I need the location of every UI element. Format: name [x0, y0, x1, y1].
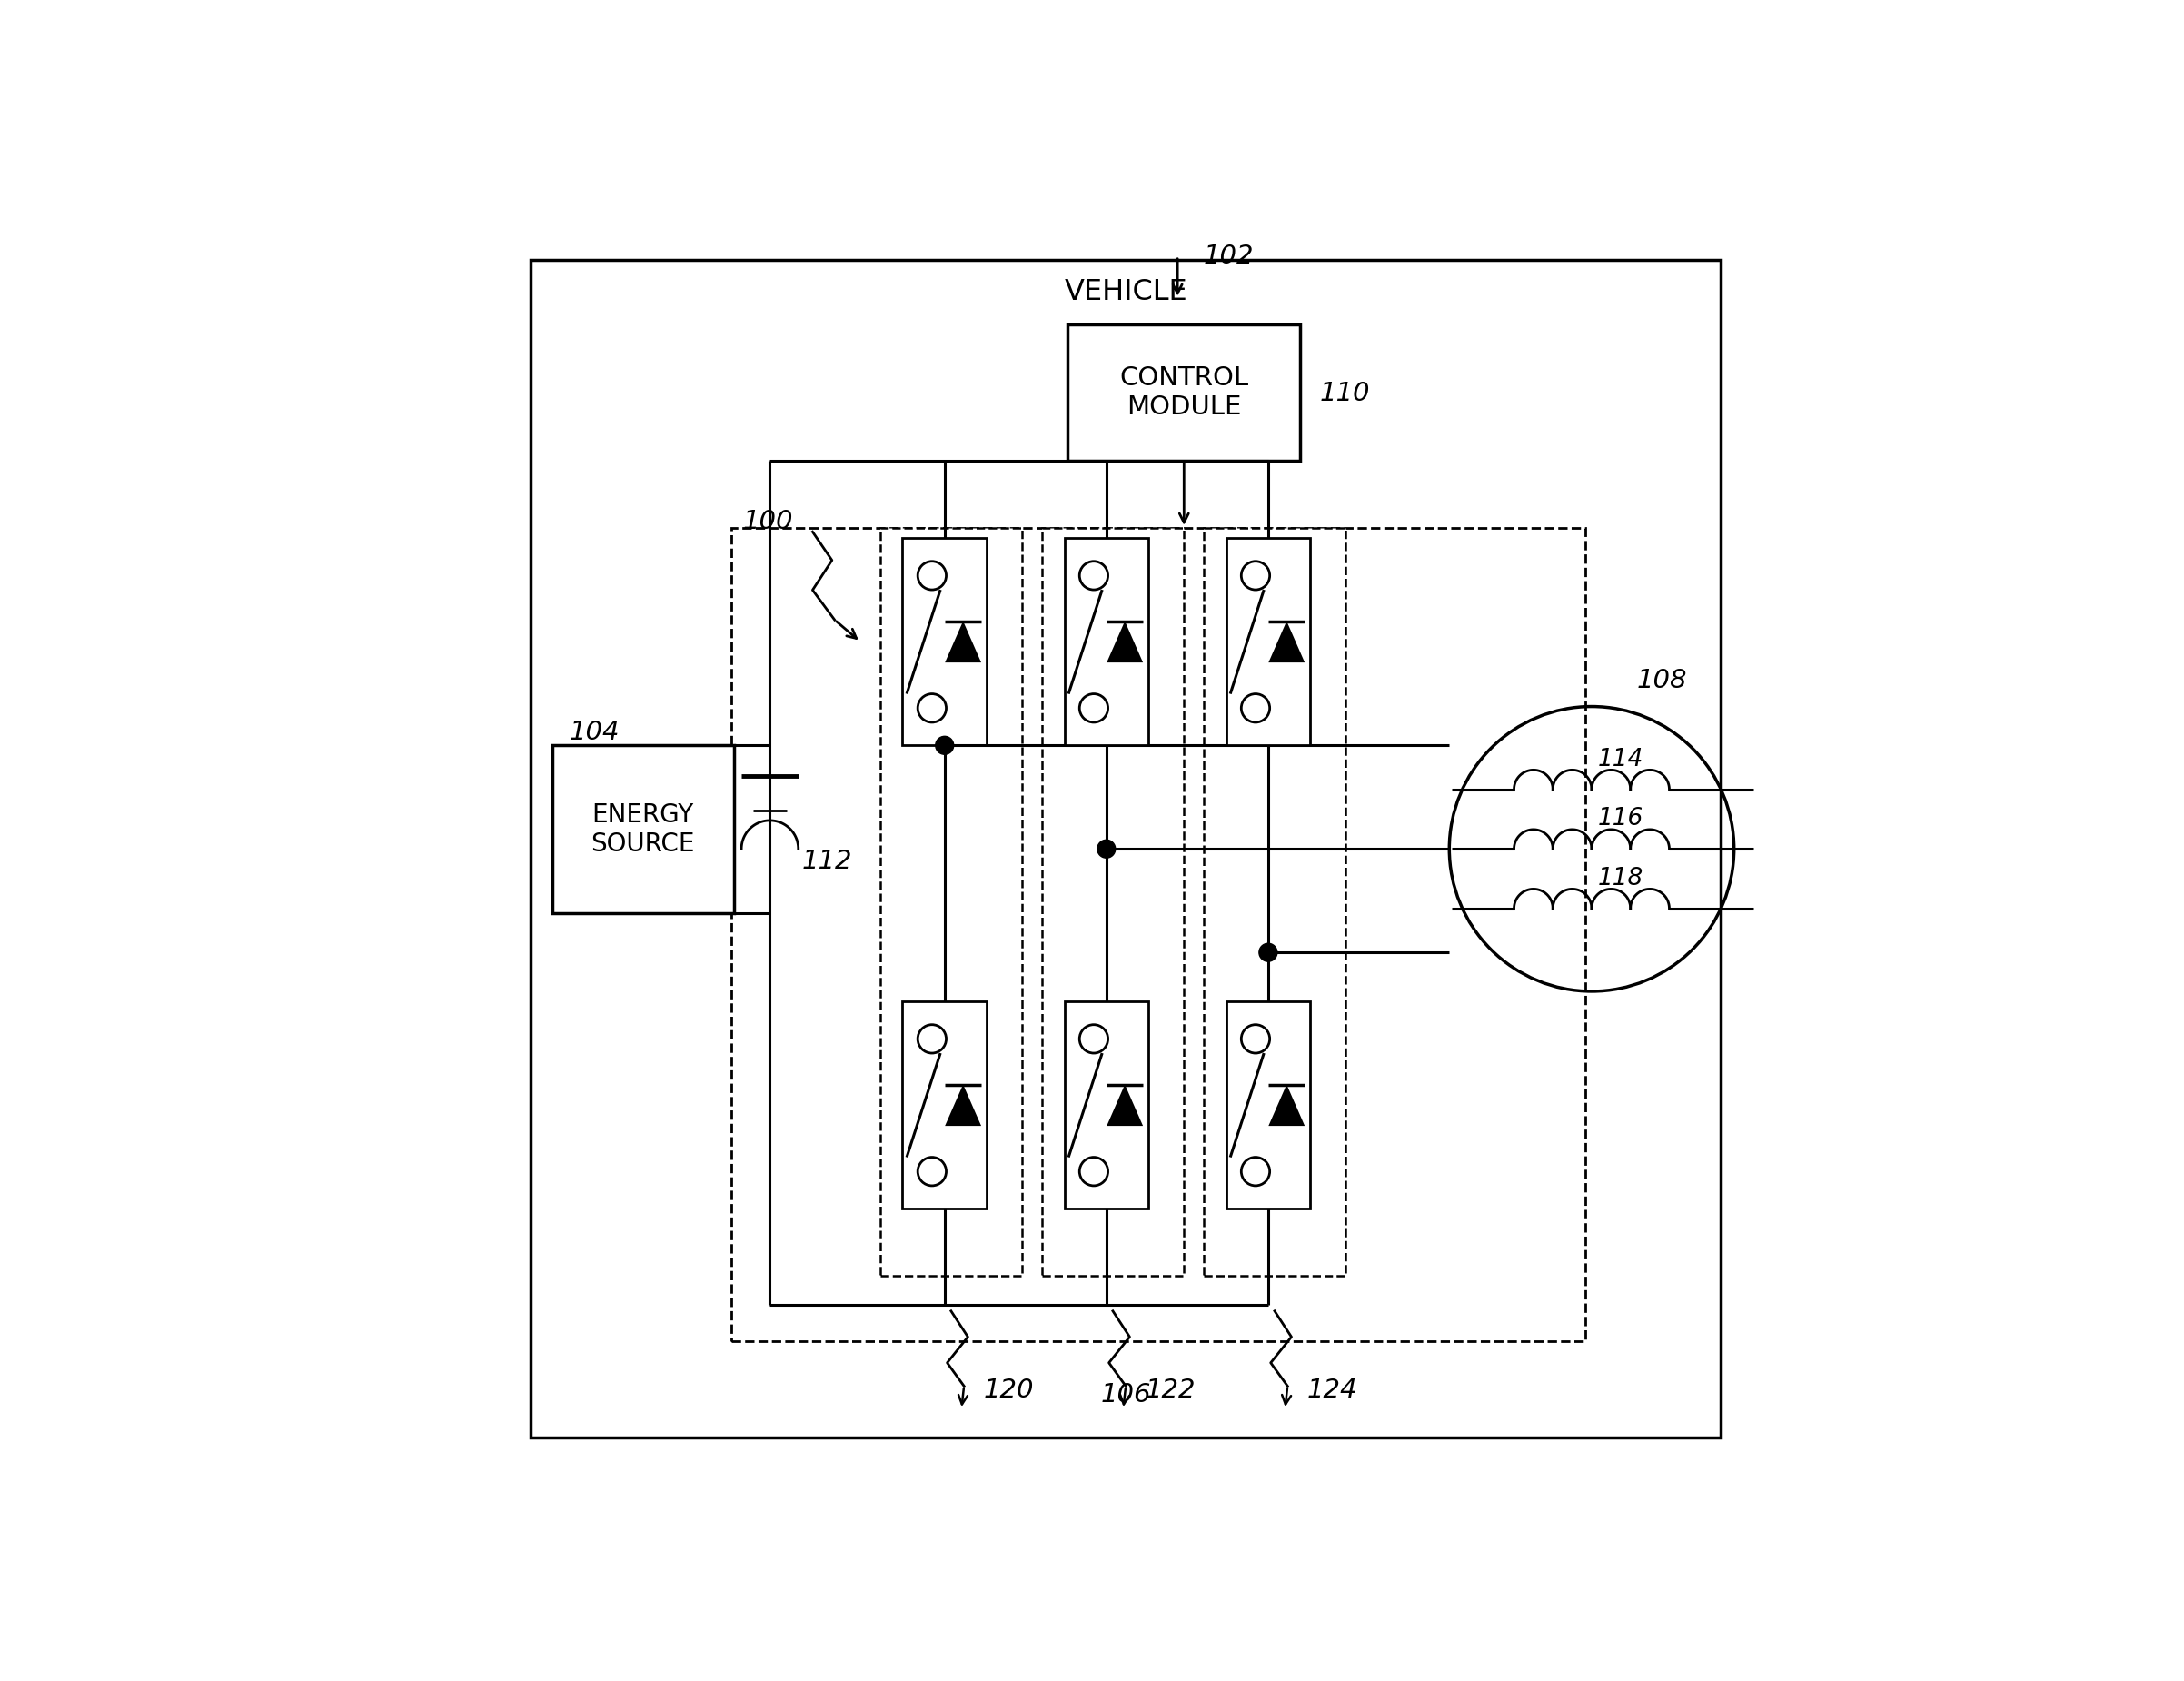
- Polygon shape: [946, 620, 981, 662]
- Bar: [902, 1002, 987, 1209]
- Bar: [1064, 1002, 1149, 1209]
- Text: 112: 112: [802, 849, 852, 874]
- Circle shape: [1096, 840, 1116, 857]
- Bar: [1042, 528, 1184, 1276]
- Polygon shape: [1269, 1084, 1304, 1126]
- Polygon shape: [946, 1084, 981, 1126]
- Bar: [553, 745, 734, 914]
- Text: VEHICLE: VEHICLE: [1064, 279, 1188, 306]
- Bar: [1203, 528, 1345, 1276]
- Text: 110: 110: [1319, 380, 1369, 407]
- Text: ENERGY
SOURCE: ENERGY SOURCE: [592, 802, 695, 857]
- Circle shape: [935, 736, 954, 755]
- Bar: [1225, 538, 1310, 745]
- Text: 118: 118: [1599, 867, 1645, 891]
- Text: 120: 120: [983, 1377, 1033, 1402]
- Text: 124: 124: [1306, 1377, 1358, 1402]
- Bar: [880, 528, 1022, 1276]
- Bar: [1064, 538, 1149, 745]
- Text: 100: 100: [743, 509, 793, 535]
- Text: 114: 114: [1599, 748, 1645, 772]
- Text: 104: 104: [570, 719, 620, 745]
- Text: 106: 106: [1101, 1382, 1151, 1409]
- Polygon shape: [1269, 620, 1304, 662]
- Text: 102: 102: [1203, 244, 1254, 269]
- Polygon shape: [1107, 1084, 1142, 1126]
- Polygon shape: [1107, 620, 1142, 662]
- Text: 108: 108: [1638, 667, 1688, 693]
- Bar: [732, 528, 1586, 1341]
- Text: CONTROL
MODULE: CONTROL MODULE: [1120, 365, 1249, 420]
- Circle shape: [1258, 943, 1278, 962]
- Bar: [1068, 324, 1299, 461]
- Bar: [902, 538, 987, 745]
- Bar: [1225, 1002, 1310, 1209]
- Text: 122: 122: [1144, 1377, 1195, 1402]
- Text: 116: 116: [1599, 807, 1645, 830]
